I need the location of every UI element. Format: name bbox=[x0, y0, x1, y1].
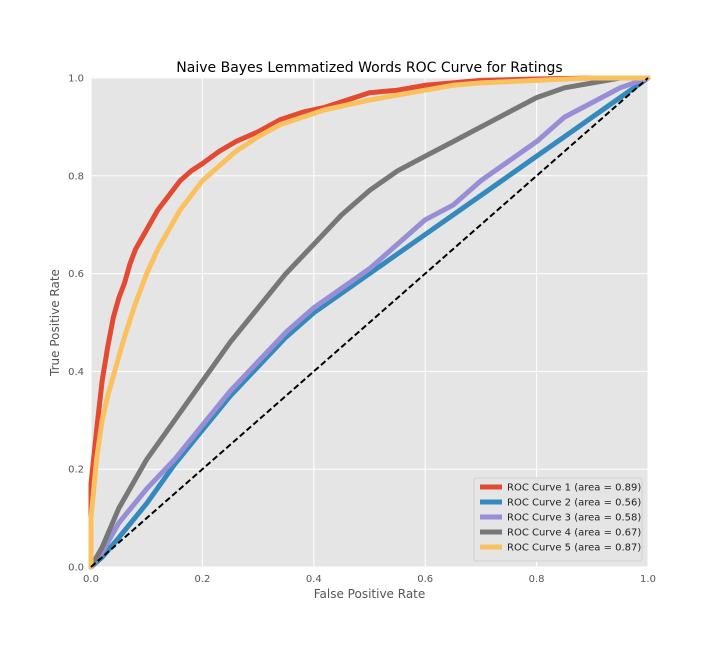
legend-entry-label: ROC Curve 5 (area = 0.87) bbox=[507, 543, 641, 554]
legend-box bbox=[473, 477, 643, 562]
x-tick-label: 0.2 bbox=[194, 574, 210, 585]
y-tick-label: 0.8 bbox=[68, 171, 84, 182]
legend: ROC Curve 1 (area = 0.89) ROC Curve 2 (ar… bbox=[473, 477, 643, 562]
legend-entry-label: ROC Curve 4 (area = 0.67) bbox=[507, 528, 641, 539]
chance-reference-line bbox=[90, 77, 649, 568]
roc-curve-2 bbox=[88, 75, 651, 570]
y-axis-label: True Positive Rate bbox=[48, 269, 62, 377]
legend-entry-label: ROC Curve 2 (area = 0.56) bbox=[507, 498, 641, 509]
chart-title: Naive Bayes Lemmatized Words ROC Curve f… bbox=[176, 60, 562, 76]
y-tick-label: 1.0 bbox=[68, 74, 84, 85]
legend-entry-label: ROC Curve 3 (area = 0.58) bbox=[507, 513, 641, 524]
y-tick-labels: 0.0 0.2 0.4 0.6 0.8 1.0 bbox=[68, 74, 84, 574]
x-axis-label: False Positive Rate bbox=[314, 587, 426, 601]
roc-curve-3 bbox=[88, 75, 651, 570]
y-tick-label: 0.2 bbox=[68, 465, 84, 476]
y-tick-label: 0.0 bbox=[68, 563, 84, 574]
x-tick-label: 0.4 bbox=[306, 574, 322, 585]
roc-curve-1 bbox=[88, 75, 651, 570]
series-layer bbox=[88, 75, 651, 570]
grid-lines bbox=[90, 77, 649, 568]
x-tick-label: 0.8 bbox=[529, 574, 545, 585]
legend-entry-label: ROC Curve 1 (area = 0.89) bbox=[507, 483, 641, 494]
reference-layer bbox=[90, 77, 649, 568]
roc-curve-4 bbox=[88, 75, 651, 570]
roc-curve-5 bbox=[88, 75, 651, 570]
y-tick-label: 0.6 bbox=[68, 269, 84, 280]
x-tick-label: 0.6 bbox=[417, 574, 433, 585]
x-tick-label: 0.0 bbox=[83, 574, 99, 585]
y-tick-label: 0.4 bbox=[68, 367, 84, 378]
x-tick-labels: 0.0 0.2 0.4 0.6 0.8 1.0 bbox=[83, 574, 656, 585]
x-tick-label: 1.0 bbox=[640, 574, 656, 585]
